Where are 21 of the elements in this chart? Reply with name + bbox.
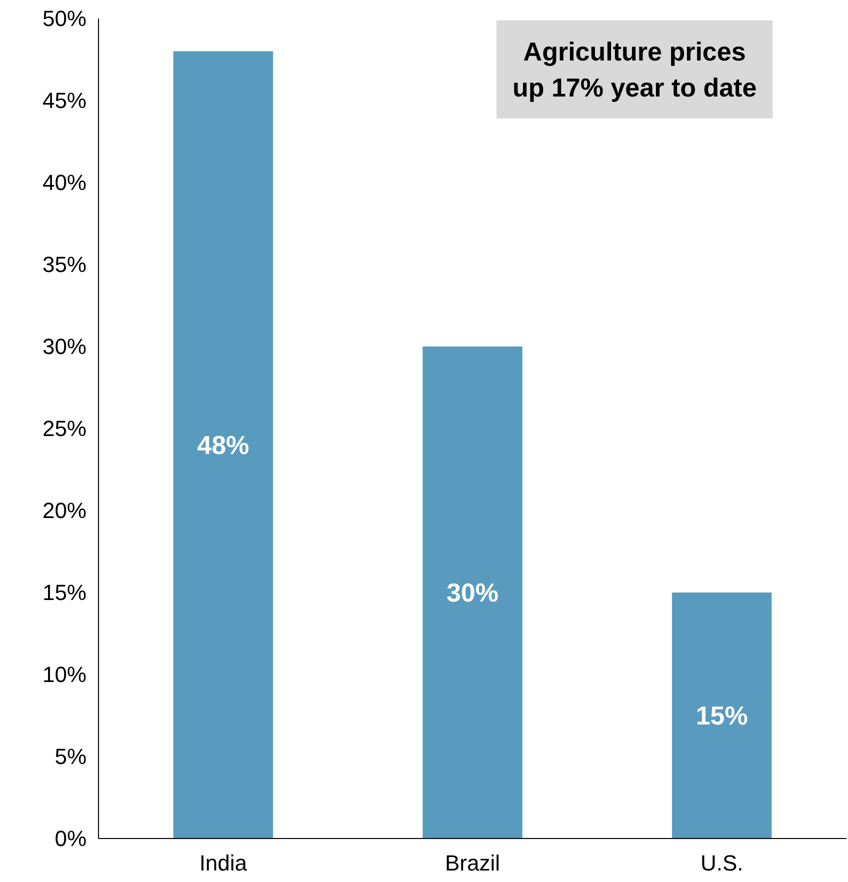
annotation: Agriculture prices up 17% year to date — [512, 36, 757, 102]
bar — [173, 51, 274, 838]
bar — [422, 346, 522, 838]
y-tick-label: 30% — [42, 334, 87, 359]
y-tick-label: 0% — [54, 826, 86, 851]
y-tick-label: 40% — [42, 170, 87, 195]
x-tick-label: Brazil — [444, 850, 500, 876]
y-tick-label: 15% — [42, 580, 87, 605]
data-label: 30% — [446, 578, 499, 608]
y-tick-label: 10% — [42, 662, 87, 687]
y-tick-label: 45% — [42, 88, 87, 113]
data-label: 48% — [197, 430, 250, 460]
x-tick-label: U.S. — [700, 850, 744, 876]
y-tick-label: 50% — [42, 6, 87, 31]
y-tick-label: 25% — [42, 416, 87, 441]
x-tick-label: India — [199, 850, 248, 876]
bar — [672, 592, 772, 838]
y-tick-label: 20% — [42, 498, 87, 523]
data-label: 15% — [696, 700, 748, 730]
y-tick-label: 5% — [54, 744, 86, 769]
y-tick-label: 35% — [42, 252, 87, 277]
